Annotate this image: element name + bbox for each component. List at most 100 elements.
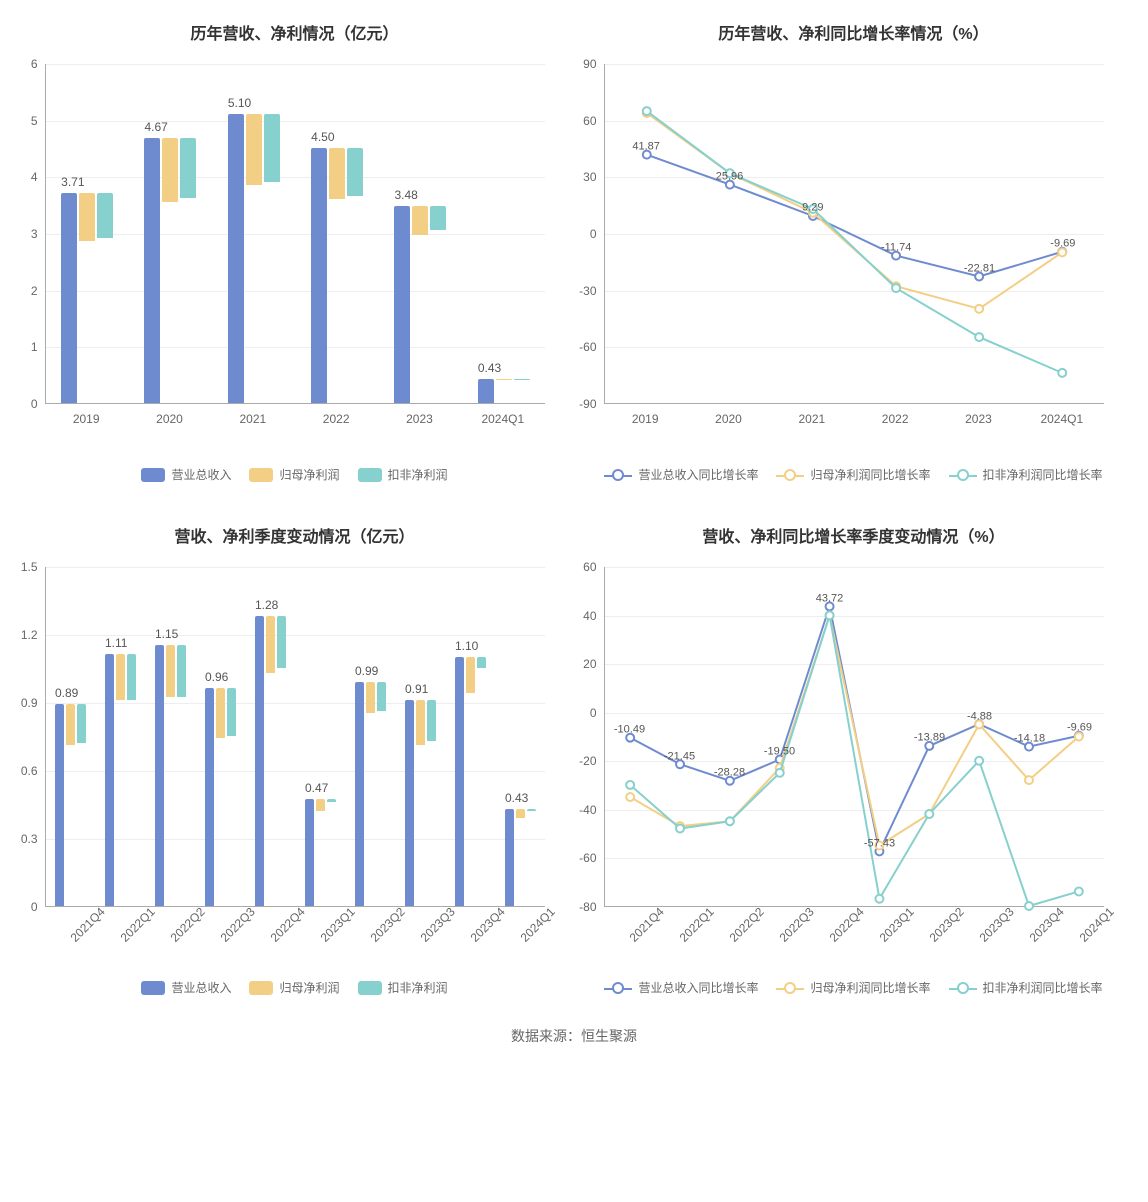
bar-group: [396, 700, 446, 906]
ytick: -60: [565, 851, 605, 865]
chart4-legend: 营业总收入同比增长率 归母净利润同比增长率 扣非净利润同比增长率: [604, 979, 1104, 996]
legend-swatch: [358, 981, 382, 995]
ytick: -20: [565, 754, 605, 768]
bar: [116, 654, 125, 699]
chart4-xlabels: 2021Q42022Q12022Q22022Q32022Q42023Q12023…: [604, 907, 1104, 939]
bar: [329, 148, 345, 199]
bar: [477, 657, 486, 668]
ytick: -80: [565, 900, 605, 914]
ytick: 0: [6, 900, 46, 914]
bar: [305, 799, 314, 906]
series-line: [646, 111, 1061, 373]
bar: [264, 114, 280, 182]
bar-value-label: 0.43: [478, 361, 501, 375]
legend-item: 营业总收入: [141, 466, 231, 483]
bar-group: [46, 193, 129, 403]
chart1-legend: 营业总收入归母净利润扣非净利润: [45, 466, 545, 483]
ytick: -40: [565, 803, 605, 817]
legend-item: 归母净利润同比增长率: [776, 979, 930, 996]
bar: [277, 616, 286, 668]
legend-label: 营业总收入同比增长率: [638, 979, 758, 996]
ytick: 1: [6, 340, 46, 354]
ytick: 0.6: [6, 764, 46, 778]
bar: [478, 379, 494, 403]
bar: [228, 114, 244, 403]
chart3-legend: 营业总收入 归母净利润 扣非净利润: [45, 979, 545, 996]
bar: [55, 704, 64, 906]
series-point: [1074, 887, 1082, 895]
bar: [311, 148, 327, 403]
legend-label: 营业总收入: [171, 979, 231, 996]
bar-value-label: 4.67: [145, 120, 168, 134]
legend-line-icon: [776, 470, 804, 480]
bar: [516, 809, 525, 818]
point-value-label: -57.43: [864, 838, 895, 850]
ytick: 5: [6, 114, 46, 128]
series-point: [1024, 776, 1032, 784]
legend-label: 扣非净利润: [388, 979, 448, 996]
legend-label: 扣非净利润同比增长率: [983, 466, 1103, 483]
line-svg: [605, 64, 1104, 403]
bar-value-label: 3.48: [395, 188, 418, 202]
chart3-plot: 00.30.60.91.21.50.891.111.150.961.280.47…: [45, 567, 545, 907]
legend-swatch: [358, 468, 382, 482]
point-value-label: -28.28: [714, 767, 745, 779]
bar-value-label: 5.10: [228, 96, 251, 110]
legend-swatch: [249, 468, 273, 482]
bar: [255, 616, 264, 906]
legend-item: 归母净利润: [249, 979, 339, 996]
series-point: [626, 793, 634, 801]
chart4-plot: -80-60-40-200204060-10.49-21.45-28.28-19…: [604, 567, 1104, 907]
ytick: 3: [6, 227, 46, 241]
bar: [527, 809, 536, 811]
series-line: [646, 113, 1061, 309]
chart3-title: 营收、净利季度变动情况（亿元）: [174, 523, 414, 547]
ytick: 0.9: [6, 696, 46, 710]
bar: [466, 657, 475, 693]
series-point: [825, 611, 833, 619]
ytick: 0: [6, 397, 46, 411]
ytick: 6: [6, 57, 46, 71]
bar: [166, 645, 175, 697]
bar: [216, 688, 225, 738]
legend-item: 营业总收入同比增长率: [604, 979, 758, 996]
series-point: [875, 895, 883, 903]
bar-group: [146, 645, 196, 906]
legend-item: 扣非净利润同比增长率: [949, 979, 1103, 996]
series-point: [975, 305, 983, 313]
bar-group: [346, 682, 396, 906]
bar: [427, 700, 436, 741]
bar: [496, 379, 512, 381]
bar-value-label: 0.96: [205, 670, 228, 684]
point-value-label: -11.74: [881, 242, 911, 254]
bar: [366, 682, 375, 714]
legend-item: 扣非净利润: [358, 466, 448, 483]
bar-group: [46, 704, 96, 906]
bar: [266, 616, 275, 673]
bar-value-label: 1.11: [105, 636, 127, 650]
legend-label: 归母净利润同比增长率: [810, 979, 930, 996]
bar: [377, 682, 386, 711]
chart2-legend: 营业总收入同比增长率归母净利润同比增长率扣非净利润同比增长率: [604, 466, 1104, 483]
xlabel: 2021: [211, 404, 294, 426]
series-line: [646, 155, 1061, 277]
data-source-footer: 数据来源：恒生聚源: [30, 1026, 1118, 1046]
bar: [227, 688, 236, 736]
chart3-xlabels: 2021Q42022Q12022Q22022Q32022Q42023Q12023…: [45, 907, 545, 939]
bar-value-label: 4.50: [311, 130, 334, 144]
point-value-label: -19.50: [764, 746, 795, 758]
legend-swatch: [141, 468, 165, 482]
ytick: 60: [565, 114, 605, 128]
ytick: 1.2: [6, 628, 46, 642]
bar: [505, 809, 514, 906]
ytick: 90: [565, 57, 605, 71]
legend-line-icon: [949, 983, 977, 993]
bar-group: [96, 654, 146, 906]
bar-group: [196, 688, 246, 906]
point-value-label: -13.89: [914, 732, 945, 744]
point-value-label: -4.88: [967, 710, 992, 722]
legend-label: 扣非净利润: [388, 466, 448, 483]
bar-value-label: 0.43: [505, 791, 528, 805]
point-value-label: -9.69: [1067, 722, 1092, 734]
bar-value-label: 0.89: [55, 686, 78, 700]
